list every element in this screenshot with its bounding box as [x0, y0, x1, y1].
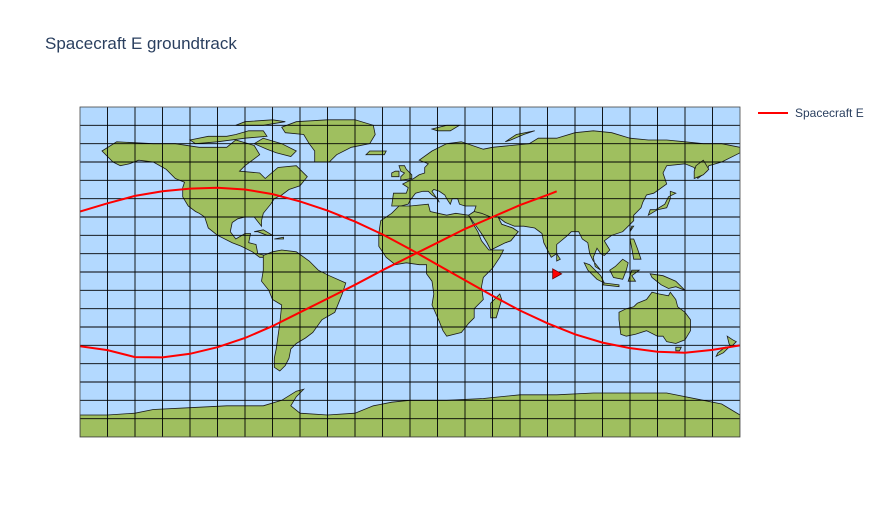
taiwan-landmass — [629, 225, 635, 232]
uk-landmass — [398, 165, 413, 181]
groundtrack-segment — [80, 190, 558, 359]
ireland-landmass — [391, 170, 400, 178]
canadian-islands-1-landmass — [188, 130, 268, 145]
legend[interactable]: Spacecraft E — [758, 106, 864, 120]
legend-label: Spacecraft E — [795, 106, 864, 120]
chart-title: Spacecraft E groundtrack — [45, 34, 237, 53]
java-landmass — [601, 282, 620, 288]
legend-line-swatch — [758, 112, 788, 114]
greenland-landmass — [281, 119, 376, 163]
tasmania-landmass — [675, 346, 682, 352]
novaya-zemlya-landmass — [505, 130, 535, 143]
borneo-landmass — [609, 258, 629, 280]
spacecraft-position-marker[interactable] — [552, 268, 563, 280]
svalbard-landmass — [430, 124, 461, 132]
new-zealand-n-landmass — [726, 335, 737, 348]
groundtrack-segment — [80, 186, 740, 354]
hispaniola-landmass — [274, 236, 284, 240]
japan-landmass — [647, 190, 677, 217]
new-guinea-landmass — [649, 273, 686, 291]
sri-lanka-landmass — [556, 252, 561, 262]
kamchatka-fill-landmass — [693, 159, 710, 180]
baffin-landmass — [253, 137, 297, 157]
iceland-landmass — [365, 150, 387, 156]
australia-landmass — [618, 291, 691, 344]
philippines-landmass — [629, 238, 642, 260]
map-frame — [79, 106, 741, 438]
